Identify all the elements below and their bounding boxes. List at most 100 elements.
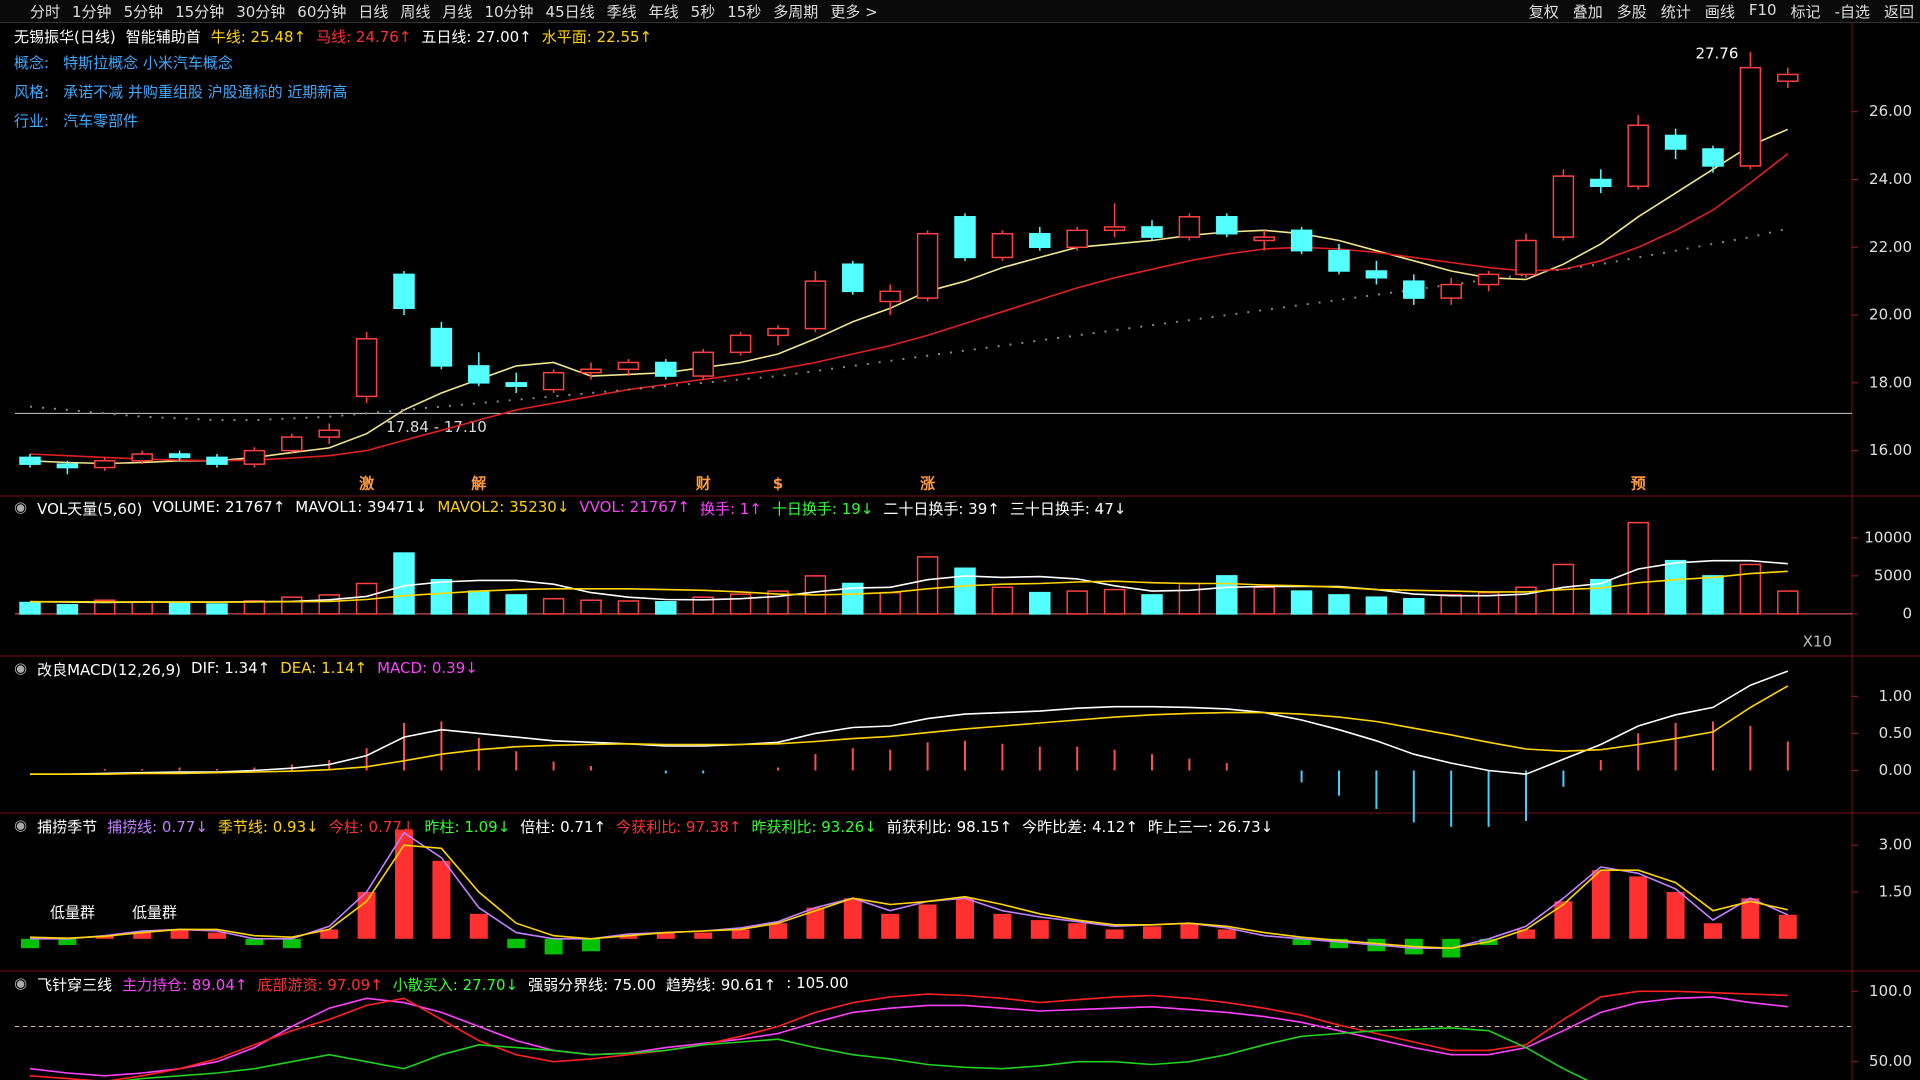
- histogram-bar: [469, 913, 488, 939]
- concept-line: 概念: 特斯拉概念 小米汽车概念: [14, 52, 247, 73]
- period-tab[interactable]: 15分钟: [175, 3, 225, 21]
- tool-button[interactable]: -自选: [1834, 3, 1870, 21]
- y-tick-label: 26.00: [1869, 102, 1912, 120]
- header-item: 前获利比: 98.15↑: [886, 818, 1013, 836]
- stock-name[interactable]: 无锡振华(日线): [14, 28, 116, 46]
- toggle-icon[interactable]: ◉: [14, 974, 28, 992]
- tool-button[interactable]: 画线: [1704, 3, 1735, 21]
- header-item: 捕捞季节: [37, 818, 98, 836]
- y-tick-label: 50.00: [1869, 1052, 1912, 1070]
- y-tick-label: 0.00: [1879, 761, 1912, 779]
- header-item: 倍柱: 0.71↑: [520, 818, 607, 836]
- histogram-bar: [170, 929, 189, 939]
- candle-body: [991, 232, 1014, 259]
- header-item: 趋势线: 90.61↑: [665, 976, 777, 994]
- period-tab[interactable]: 15秒: [727, 3, 762, 21]
- volume-bar: [168, 602, 191, 615]
- tool-button[interactable]: F10: [1748, 1, 1777, 19]
- histogram-bar: [21, 938, 39, 949]
- volume-bar: [1739, 563, 1762, 615]
- tool-button[interactable]: 叠加: [1572, 3, 1603, 21]
- volume-bar: [430, 578, 453, 615]
- histogram-bar: [582, 938, 600, 952]
- histogram-bar: [843, 898, 862, 939]
- event-label: 解: [471, 475, 486, 493]
- assist-name[interactable]: 智能辅助首: [125, 28, 201, 46]
- period-tab[interactable]: 30分钟: [236, 3, 286, 21]
- volume-bar: [243, 600, 266, 615]
- period-tab[interactable]: 多周期: [773, 3, 819, 21]
- tool-button[interactable]: 复权: [1528, 3, 1559, 21]
- candle-body: [94, 460, 116, 469]
- toggle-icon[interactable]: ◉: [14, 816, 28, 834]
- period-tab[interactable]: 分时: [30, 3, 61, 21]
- candle-body: [1029, 232, 1051, 249]
- y-tick-label: 5000: [1874, 566, 1912, 584]
- period-tab[interactable]: 日线: [358, 3, 389, 21]
- indicator-line: [122, 1027, 1589, 1080]
- tool-button[interactable]: 标记: [1790, 3, 1821, 21]
- indicator-line: [30, 570, 1788, 603]
- histogram-bar: [1517, 929, 1535, 939]
- histogram-bar: [731, 929, 750, 939]
- histogram-bar: [656, 932, 675, 939]
- toggle-icon[interactable]: ◉: [14, 498, 28, 516]
- period-tab[interactable]: 年线: [648, 3, 679, 21]
- volume-bar: [1216, 575, 1238, 615]
- period-tab[interactable]: 1分钟: [72, 3, 112, 21]
- volume-bar: [206, 603, 228, 615]
- y-tick-label: 0: [1902, 604, 1912, 622]
- candle-body: [355, 338, 378, 398]
- header-item: VOLUME: 21767↑: [152, 498, 286, 516]
- volume-bar: [393, 552, 415, 615]
- tool-button[interactable]: 多股: [1616, 3, 1647, 21]
- histogram-bar: [1666, 892, 1685, 939]
- indicator-line: [30, 831, 1789, 949]
- candle-body: [430, 327, 453, 367]
- candle-body: [1739, 66, 1762, 167]
- histogram-bar: [133, 932, 152, 939]
- volume-bar: [842, 582, 864, 615]
- candle-body: [1777, 73, 1799, 82]
- period-tab[interactable]: 季线: [606, 3, 637, 21]
- candle-body: [1403, 280, 1425, 299]
- header-item: 底部游资: 97.09↑: [257, 976, 383, 994]
- header-item: VOL天量(5,60): [37, 500, 143, 518]
- concept-text: 特斯拉概念 小米汽车概念: [63, 54, 233, 72]
- histogram-bar: [1143, 926, 1161, 939]
- candle-body: [1590, 178, 1612, 188]
- candle-body: [1328, 249, 1350, 272]
- volume-bar: [1328, 594, 1350, 615]
- header-item: 三十日换手: 47↓: [1009, 500, 1127, 518]
- histogram-bar: [1030, 920, 1049, 939]
- period-tab[interactable]: 45日线: [545, 3, 595, 21]
- scale-label: X10: [1803, 633, 1832, 651]
- candle-body: [1141, 226, 1163, 238]
- candle-body: [879, 290, 901, 303]
- tool-button[interactable]: 统计: [1660, 3, 1691, 21]
- histogram-bar: [507, 938, 526, 949]
- period-tab[interactable]: 60分钟: [297, 3, 347, 21]
- volume-bar: [505, 594, 527, 615]
- header-item: 强弱分界线: 75.00: [528, 976, 656, 994]
- period-tab[interactable]: 10分钟: [484, 3, 534, 21]
- tool-button[interactable]: 返回: [1883, 3, 1914, 21]
- period-tab[interactable]: 5秒: [690, 3, 716, 21]
- header-item: MACD: 0.39↓: [377, 659, 478, 677]
- period-tab[interactable]: 周线: [400, 3, 431, 21]
- candle-body: [804, 280, 827, 330]
- volume-bar: [655, 600, 677, 615]
- y-tick-label: 18.00: [1869, 373, 1912, 391]
- panel: 0.00 0.50 1.00: [30, 670, 1912, 827]
- y-tick-label: 20.00: [1869, 306, 1912, 324]
- period-tab[interactable]: 5分钟: [123, 3, 164, 21]
- histogram-bar: [1068, 923, 1087, 939]
- y-tick-label: 16.00: [1869, 441, 1912, 459]
- candle-body: [168, 453, 191, 459]
- toggle-icon[interactable]: ◉: [14, 659, 28, 677]
- volume-bar: [617, 600, 640, 615]
- period-tab[interactable]: 月线: [442, 3, 473, 21]
- volume-bar: [1365, 596, 1388, 615]
- period-tab[interactable]: 更多 >: [830, 3, 878, 21]
